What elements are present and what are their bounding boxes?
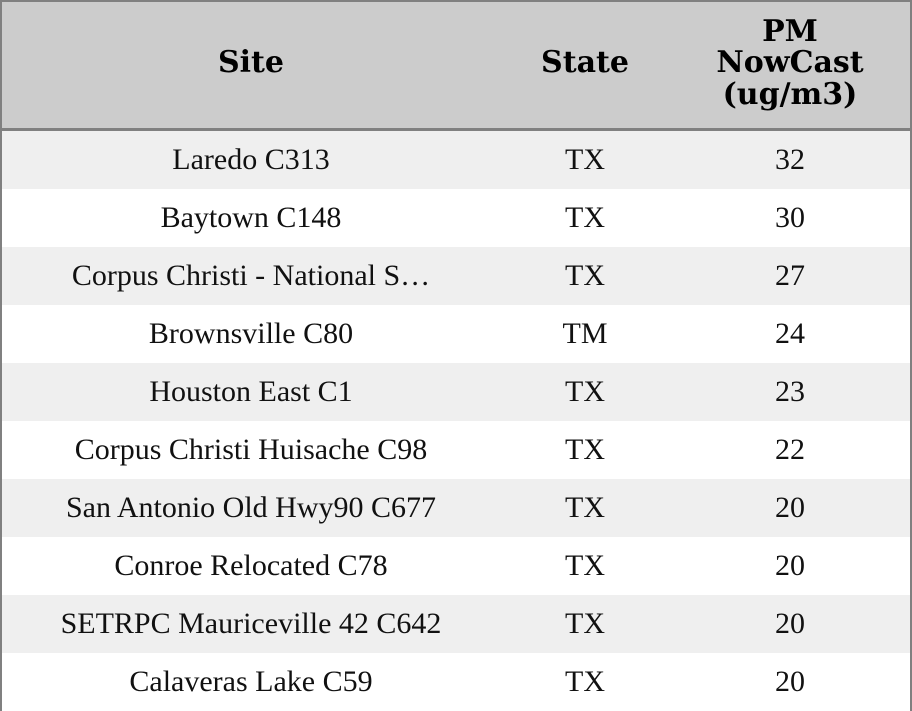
cell-state: TM [562,317,608,350]
cell-site: Brownsville C80 [148,317,354,350]
cell-state: TX [565,607,605,640]
cell-state: TX [565,201,605,234]
header-row: Site State PM NowCast (ug/m3) [2,2,910,131]
cell-value: 30 [775,201,805,234]
cell-site: Corpus Christi - National S… [71,259,431,292]
cell-site: SETRPC Mauriceville 42 C642 [60,607,442,640]
column-header-pm-nowcast-line2: NowCast [716,45,864,81]
cell-state: TX [565,259,605,292]
table-row[interactable]: Houston East C1 TX 23 [2,363,910,421]
cell-value: 32 [775,143,805,176]
table-body: Laredo C313 TX 32 Baytown C148 TX 30 Corpus Ch… [2,129,910,711]
column-header-state-label: State [541,45,629,81]
column-header-state[interactable]: State [500,2,670,131]
column-header-site[interactable]: Site [2,2,500,131]
table-row[interactable]: Brownsville C80 TM 24 [2,305,910,363]
cell-value: 20 [775,607,805,640]
table-row[interactable]: Baytown C148 TX 30 [2,189,910,247]
cell-state: TX [565,433,605,466]
cell-value: 20 [775,665,805,698]
table-row[interactable]: San Antonio Old Hwy90 C677 TX 20 [2,479,910,537]
cell-value: 20 [775,491,805,524]
table-header: Site State PM NowCast (ug/m3) [2,2,910,131]
cell-value: 20 [775,549,805,582]
table-row[interactable]: Laredo C313 TX 32 [2,129,910,189]
cell-site: San Antonio Old Hwy90 C677 [65,491,437,524]
cell-value: 22 [775,433,805,466]
column-header-site-label: Site [217,45,284,81]
cell-value: 24 [775,317,805,350]
cell-site: Corpus Christi Huisache C98 [74,433,428,466]
column-header-pm-nowcast-line3: (ug/m3) [722,76,858,112]
cell-site: Conroe Relocated C78 [114,549,388,582]
table-row[interactable]: Conroe Relocated C78 TX 20 [2,537,910,595]
cell-value: 23 [775,375,805,408]
table-row[interactable]: Corpus Christi Huisache C98 TX 22 [2,421,910,479]
cell-site: Calaveras Lake C59 [129,665,373,698]
table-row[interactable]: Calaveras Lake C59 TX 20 [2,653,910,711]
cell-site: Baytown C148 [160,201,342,234]
cell-value: 27 [775,259,805,292]
cell-site: Laredo C313 [172,143,330,176]
table-row[interactable]: Corpus Christi - National S… TX 27 [2,247,910,305]
cell-state: TX [565,143,605,176]
cell-state: TX [565,665,605,698]
cell-site: Houston East C1 [149,375,353,408]
cell-state: TX [565,549,605,582]
cell-state: TX [565,375,605,408]
column-header-pm-nowcast[interactable]: PM NowCast (ug/m3) [670,2,910,131]
column-header-pm-nowcast-line1: PM [762,14,818,50]
cell-state: TX [565,491,605,524]
table-row[interactable]: SETRPC Mauriceville 42 C642 TX 20 [2,595,910,653]
